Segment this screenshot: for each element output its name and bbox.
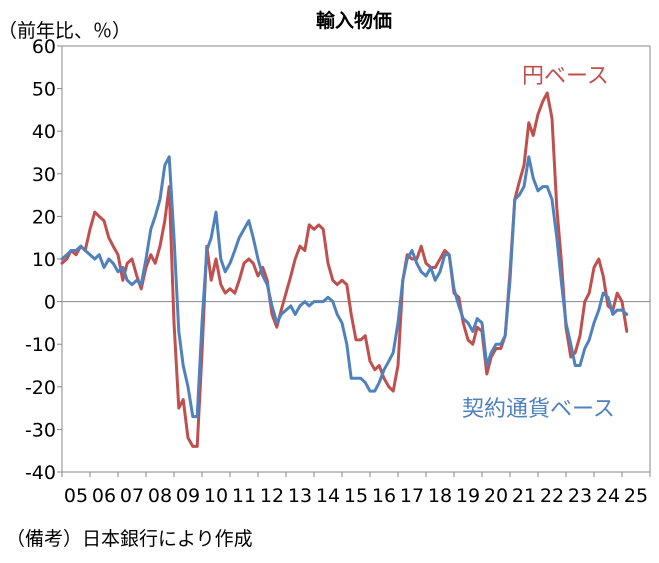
chart: 輸入物価 （前年比、％） 60 50 40 30 20 10 0 -10 -20 -30 -40 05… [0, 9, 651, 507]
x-tick-label: 05 [64, 485, 88, 507]
x-tick-label: 16 [372, 485, 396, 507]
y-tick-label: 30 [32, 164, 56, 186]
y-tick-label: -30 [25, 419, 56, 441]
y-tick-label: 0 [44, 292, 56, 314]
y-tick-label: 60 [32, 36, 56, 58]
x-tick-label: 13 [288, 485, 312, 507]
y-tick-label: 20 [32, 206, 56, 228]
x-tick-label: 21 [512, 485, 536, 507]
x-tick-label: 15 [344, 485, 368, 507]
x-tick-label: 24 [596, 485, 620, 507]
chart-title: 輸入物価 [316, 9, 392, 32]
x-tick-label: 20 [484, 485, 508, 507]
y-tick-label: -20 [25, 377, 56, 399]
x-tick-label: 09 [176, 485, 200, 507]
x-tick-label: 23 [568, 485, 592, 507]
series-line-yen [60, 91, 629, 448]
x-tick-label: 18 [428, 485, 452, 507]
x-tick-label: 07 [120, 485, 144, 507]
x-tick-label: 14 [316, 485, 340, 507]
series-line-contract [60, 155, 629, 419]
x-tick-label: 10 [204, 485, 228, 507]
y-tick-label: 10 [32, 249, 56, 271]
y-tick-label: -10 [25, 334, 56, 356]
x-tick-label: 06 [92, 485, 116, 507]
x-tick-label: 17 [400, 485, 424, 507]
y-unit-label: （前年比、％） [0, 20, 131, 42]
y-tick-label: 40 [32, 121, 56, 143]
x-tick-label: 08 [148, 485, 172, 507]
x-tick-label: 12 [260, 485, 284, 507]
x-tick-label: 25 [624, 485, 648, 507]
x-tick-label: 19 [456, 485, 480, 507]
x-tick-label: 22 [540, 485, 564, 507]
y-tick-label: 50 [32, 79, 56, 101]
x-tick-label: 11 [232, 485, 256, 507]
footnote: （備考）日本銀行により作成 [6, 528, 253, 550]
series-label-contract: 契約通貨ベース [462, 397, 615, 422]
y-tick-label: -40 [25, 462, 56, 484]
series-label-yen: 円ベース [522, 64, 609, 89]
